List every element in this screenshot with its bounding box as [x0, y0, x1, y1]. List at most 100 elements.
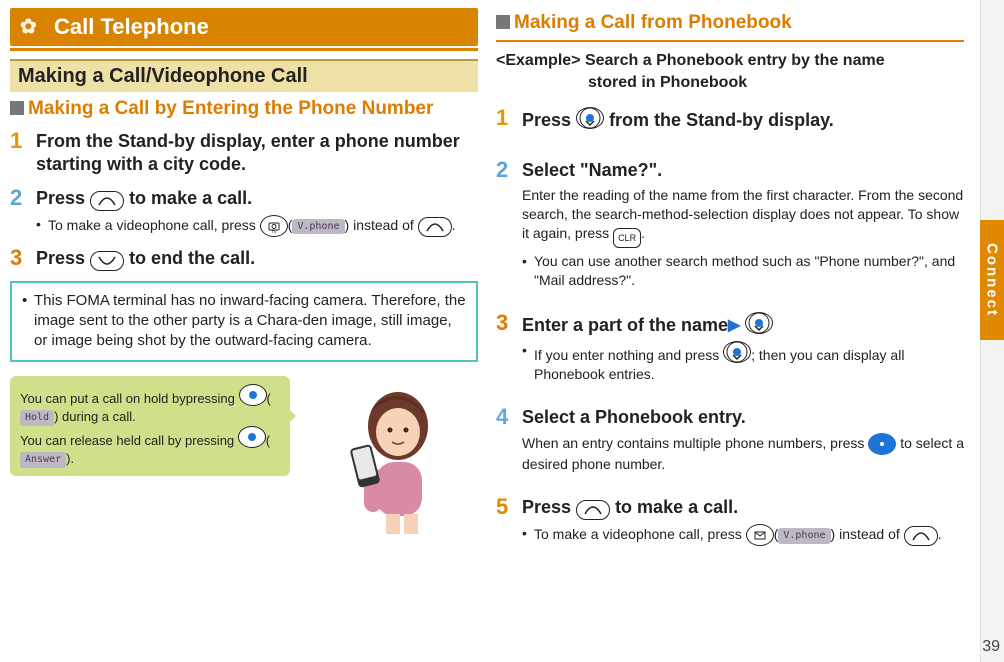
step-sub: Enter the reading of the name from the f…: [522, 186, 964, 248]
left-section-title: Making a Call by Entering the Phone Numb…: [10, 98, 478, 120]
step-number: 3: [496, 312, 522, 384]
text: instead of: [353, 217, 418, 233]
text: To make a videophone call, press: [534, 526, 746, 542]
note-box: This FOMA terminal has no inward-facing …: [10, 281, 478, 362]
text: Press: [522, 110, 576, 130]
step-heading: Enter a part of the name▶: [522, 312, 964, 337]
step-2-right: 2 Select "Name?". Enter the reading of t…: [496, 159, 964, 290]
side-tab: Connect: [980, 0, 1004, 662]
step-2-left: 2 Press to make a call. To make a videop…: [10, 187, 478, 237]
svg-text:TV: TV: [271, 229, 276, 233]
tip-line-2: You can release held call by pressing (A…: [20, 426, 280, 468]
text: When an entry contains multiple phone nu…: [522, 435, 868, 451]
call-key-icon: [418, 217, 452, 237]
page-columns: Call Telephone Making a Call/Videophone …: [0, 0, 970, 662]
step-5-right: 5 Press to make a call. To make a videop…: [496, 496, 964, 546]
call-key-icon: [904, 526, 938, 546]
step-sub: To make a videophone call, press TV (V.p…: [36, 215, 478, 237]
step-4-right: 4 Select a Phonebook entry. When an entr…: [496, 406, 964, 474]
left-column: Call Telephone Making a Call/Videophone …: [10, 8, 478, 654]
square-bullet-icon: [10, 101, 24, 115]
arrow-icon: ▶: [728, 317, 740, 334]
tip-line-1: You can put a call on hold bypressing (H…: [20, 384, 280, 426]
text: Press: [36, 248, 90, 268]
text: Press: [36, 188, 90, 208]
step-heading: Press to make a call.: [522, 496, 964, 520]
vphone-chip: V.phone: [778, 528, 830, 544]
center-key-icon: [239, 384, 267, 406]
step-body: Press from the Stand-by display.: [522, 107, 964, 132]
step-body: Press to make a call. To make a videopho…: [36, 187, 478, 237]
step-sub: If you enter nothing and press ; then yo…: [522, 341, 964, 384]
text: .: [938, 526, 942, 542]
subsection-banner: Making a Call/Videophone Call: [10, 59, 478, 92]
right-section-title-text: Making a Call from Phonebook: [514, 12, 792, 33]
step-heading: Select "Name?".: [522, 159, 964, 182]
step-heading: Select a Phonebook entry.: [522, 406, 964, 429]
down-nav-key-icon: [745, 312, 773, 334]
banner-underline: [10, 48, 478, 51]
step-number: 1: [496, 107, 522, 132]
step-1-right: 1 Press from the Stand-by display.: [496, 107, 964, 132]
step-3-right: 3 Enter a part of the name▶ If you enter…: [496, 312, 964, 384]
step-body: Press to make a call. To make a videopho…: [522, 496, 964, 546]
text: You can put a call on hold bypressing: [20, 391, 239, 406]
step-body: Press to end the call.: [36, 247, 478, 271]
call-key-icon: [576, 500, 610, 520]
text: You can release held call by pressing: [20, 433, 238, 448]
step-1-left: 1 From the Stand-by display, enter a pho…: [10, 130, 478, 177]
text: to end the call.: [129, 248, 255, 268]
step-number: 5: [496, 496, 522, 546]
text: from the Stand-by display.: [609, 110, 834, 130]
step-body: Select "Name?". Enter the reading of the…: [522, 159, 964, 290]
down-nav-key-icon: [723, 341, 751, 363]
step-number: 1: [10, 130, 36, 177]
clr-key-icon: CLR: [613, 228, 641, 248]
step-body: Select a Phonebook entry. When an entry …: [522, 406, 964, 474]
center-key-icon: [238, 426, 266, 448]
step-number: 4: [496, 406, 522, 474]
chapter-title: Call Telephone: [54, 14, 209, 39]
text: Enter a part of the name: [522, 315, 728, 335]
text: If you enter nothing and press: [534, 347, 723, 363]
left-section-title-text: Making a Call by Entering the Phone Numb…: [28, 98, 433, 119]
character-illustration: [316, 376, 466, 536]
call-key-icon: [90, 191, 124, 211]
right-column: Making a Call from Phonebook <Example> S…: [496, 8, 964, 654]
answer-chip: Answer: [20, 452, 66, 468]
text: Enter the reading of the name from the f…: [522, 187, 963, 241]
text: to make a call.: [615, 497, 738, 517]
mail-key-icon: [746, 524, 774, 546]
right-section-title: Making a Call from Phonebook: [496, 12, 964, 34]
example-line1: Search a Phonebook entry by the name: [585, 52, 885, 69]
camera-key-icon: TV: [260, 215, 288, 237]
note-text: This FOMA terminal has no inward-facing …: [22, 291, 466, 352]
step-heading: Press from the Stand-by display.: [522, 107, 964, 132]
step-sub: To make a videophone call, press (V.phon…: [522, 524, 964, 546]
tip-bubble: You can put a call on hold bypressing (H…: [10, 376, 290, 477]
step-3-left: 3 Press to end the call.: [10, 247, 478, 271]
step-number: 2: [10, 187, 36, 237]
down-nav-key-icon: [576, 107, 604, 129]
vphone-chip: V.phone: [292, 219, 344, 235]
page-number: 39: [982, 638, 1000, 656]
nav-key-icon: [868, 433, 896, 455]
step-sub: When an entry contains multiple phone nu…: [522, 433, 964, 474]
example-block: <Example> Search a Phonebook entry by th…: [496, 50, 964, 93]
text: instead of: [839, 526, 904, 542]
example-line2: stored in Phonebook: [496, 72, 964, 94]
step-heading: Press to make a call.: [36, 187, 478, 211]
text: Press: [522, 497, 576, 517]
example-label: <Example>: [496, 52, 581, 69]
hold-chip: Hold: [20, 410, 54, 426]
tip-wrap: You can put a call on hold bypressing (H…: [10, 376, 478, 536]
step-number: 3: [10, 247, 36, 271]
chapter-banner: Call Telephone: [10, 8, 478, 46]
end-key-icon: [90, 251, 124, 271]
text: .: [452, 217, 456, 233]
text: To make a videophone call, press: [48, 217, 260, 233]
step-heading: Press to end the call.: [36, 247, 478, 271]
step-body: From the Stand-by display, enter a phone…: [36, 130, 478, 177]
text: to make a call.: [129, 188, 252, 208]
step-number: 2: [496, 159, 522, 290]
